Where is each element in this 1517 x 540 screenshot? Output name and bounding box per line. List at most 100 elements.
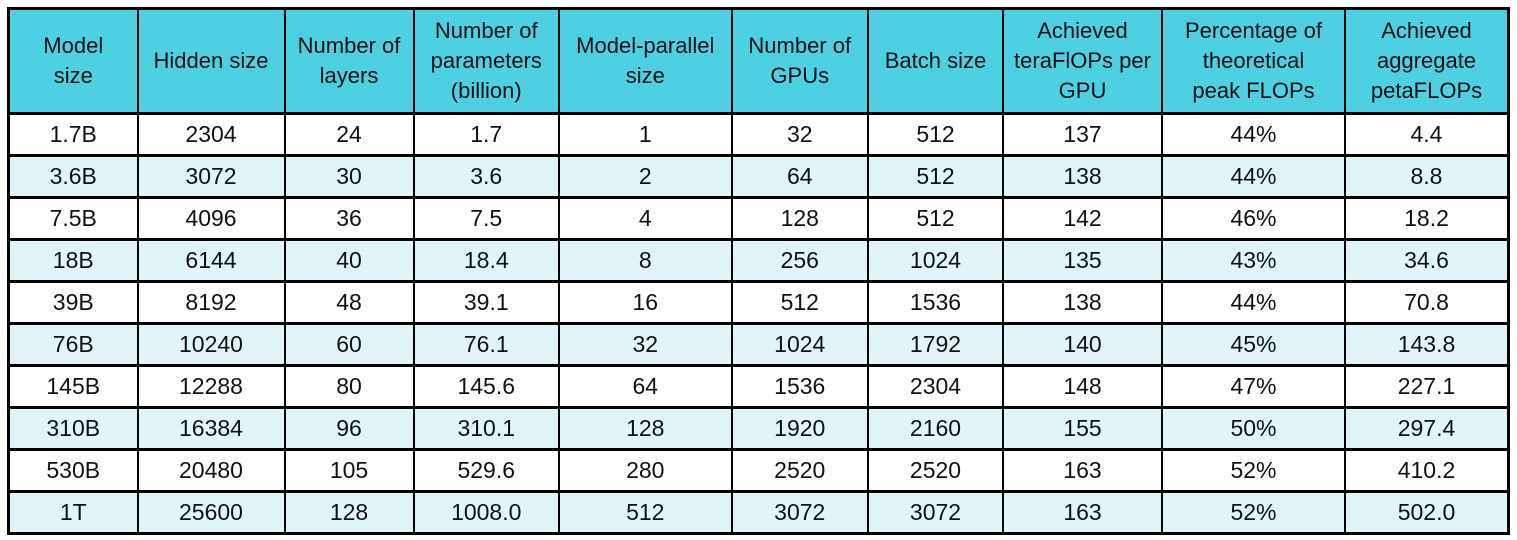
table-cell: 7.5B [7, 196, 139, 241]
table-cell: 137 [1002, 112, 1163, 157]
table-cell: 128 [730, 196, 869, 241]
table-cell: 1024 [730, 322, 869, 367]
table-cell: 3072 [136, 154, 286, 199]
table-cell: 44% [1161, 112, 1346, 157]
table-cell: 76B [7, 322, 139, 367]
table-cell: 45% [1161, 322, 1346, 367]
table-cell: 1792 [867, 322, 1004, 367]
table-header: Model size Hidden size Number of layers … [7, 7, 1510, 115]
table-row: 1.7B 2304 24 1.7 1 32 512 137 44% 4.4 [7, 112, 1510, 157]
table-cell: 2304 [867, 364, 1004, 409]
header-row: Model size Hidden size Number of layers … [7, 7, 1510, 115]
table-cell: 530B [7, 448, 139, 493]
table-cell: 138 [1002, 280, 1163, 325]
column-header-achieved-teraflops-per-gpu: Achieved teraFlOPs per GPU [1002, 7, 1163, 115]
table-cell: 40 [283, 238, 415, 283]
table-cell: 310.1 [412, 406, 560, 451]
table-cell: 128 [283, 490, 415, 535]
column-header-achieved-aggregate-petaflops: Achieved aggregate petaFLOPs [1344, 7, 1510, 115]
table-cell: 43% [1161, 238, 1346, 283]
table-cell: 410.2 [1344, 448, 1510, 493]
table-cell: 10240 [136, 322, 286, 367]
table-cell: 1.7 [412, 112, 560, 157]
table-cell: 2304 [136, 112, 286, 157]
table-row: 76B 10240 60 76.1 32 1024 1792 140 45% 143.8 [7, 322, 1510, 367]
table-cell: 227.1 [1344, 364, 1510, 409]
table-cell: 1920 [730, 406, 869, 451]
column-header-percentage-theoretical-peak-flops: Percentage of theoretical peak FLOPs [1161, 7, 1346, 115]
table-cell: 3072 [730, 490, 869, 535]
table-cell: 502.0 [1344, 490, 1510, 535]
table-cell: 163 [1002, 448, 1163, 493]
table-row: 18B 6144 40 18.4 8 256 1024 135 43% 34.6 [7, 238, 1510, 283]
table-cell: 2520 [867, 448, 1004, 493]
table-cell: 529.6 [412, 448, 560, 493]
table-cell: 25600 [136, 490, 286, 535]
table-cell: 46% [1161, 196, 1346, 241]
table-row: 145B 12288 80 145.6 64 1536 2304 148 47% 227.1 [7, 364, 1510, 409]
table-cell: 280 [558, 448, 733, 493]
table-cell: 1.7B [7, 112, 139, 157]
table-row: 3.6B 3072 30 3.6 2 64 512 138 44% 8.8 [7, 154, 1510, 199]
table-cell: 163 [1002, 490, 1163, 535]
table-cell: 60 [283, 322, 415, 367]
table-cell: 44% [1161, 280, 1346, 325]
table-cell: 39B [7, 280, 139, 325]
table-cell: 297.4 [1344, 406, 1510, 451]
table-cell: 64 [558, 364, 733, 409]
table-cell: 39.1 [412, 280, 560, 325]
table-cell: 4.4 [1344, 112, 1510, 157]
table-cell: 512 [867, 112, 1004, 157]
table-body: 1.7B 2304 24 1.7 1 32 512 137 44% 4.4 3.6B 3072 30 3.… [7, 112, 1510, 535]
column-header-model-size: Model size [7, 7, 139, 115]
table-cell: 3.6 [412, 154, 560, 199]
table-cell: 2 [558, 154, 733, 199]
table-cell: 16384 [136, 406, 286, 451]
table-cell: 32 [730, 112, 869, 157]
table-cell: 3.6B [7, 154, 139, 199]
table-row: 530B 20480 105 529.6 280 2520 2520 163 52% 410.2 [7, 448, 1510, 493]
table-cell: 1024 [867, 238, 1004, 283]
table-cell: 47% [1161, 364, 1346, 409]
table-cell: 105 [283, 448, 415, 493]
table-cell: 64 [730, 154, 869, 199]
table-row: 310B 16384 96 310.1 128 1920 2160 155 50% 297.4 [7, 406, 1510, 451]
column-header-model-parallel-size: Model-parallel size [558, 7, 733, 115]
table-cell: 256 [730, 238, 869, 283]
table-cell: 4 [558, 196, 733, 241]
table-cell: 24 [283, 112, 415, 157]
table-cell: 70.8 [1344, 280, 1510, 325]
table-cell: 140 [1002, 322, 1163, 367]
table-cell: 138 [1002, 154, 1163, 199]
table-cell: 8 [558, 238, 733, 283]
table-cell: 76.1 [412, 322, 560, 367]
table-cell: 44% [1161, 154, 1346, 199]
table-cell: 12288 [136, 364, 286, 409]
table-cell: 80 [283, 364, 415, 409]
table-cell: 8.8 [1344, 154, 1510, 199]
table-cell: 18.2 [1344, 196, 1510, 241]
table-cell: 30 [283, 154, 415, 199]
model-scaling-table: Model size Hidden size Number of layers … [7, 7, 1510, 535]
table-cell: 18.4 [412, 238, 560, 283]
table-cell: 18B [7, 238, 139, 283]
table-row: 1T 25600 128 1008.0 512 3072 3072 163 52% 502.0 [7, 490, 1510, 535]
column-header-number-of-layers: Number of layers [283, 7, 415, 115]
table-cell: 34.6 [1344, 238, 1510, 283]
table-cell: 148 [1002, 364, 1163, 409]
table-row: 39B 8192 48 39.1 16 512 1536 138 44% 70.8 [7, 280, 1510, 325]
table-cell: 50% [1161, 406, 1346, 451]
column-header-batch-size: Batch size [867, 7, 1004, 115]
table-cell: 16 [558, 280, 733, 325]
table-cell: 3072 [867, 490, 1004, 535]
table-cell: 145.6 [412, 364, 560, 409]
table-cell: 52% [1161, 448, 1346, 493]
table-cell: 4096 [136, 196, 286, 241]
table-cell: 1536 [867, 280, 1004, 325]
table-cell: 2520 [730, 448, 869, 493]
table-cell: 512 [730, 280, 869, 325]
column-header-number-of-gpus: Number of GPUs [730, 7, 869, 115]
table-cell: 143.8 [1344, 322, 1510, 367]
table-cell: 128 [558, 406, 733, 451]
